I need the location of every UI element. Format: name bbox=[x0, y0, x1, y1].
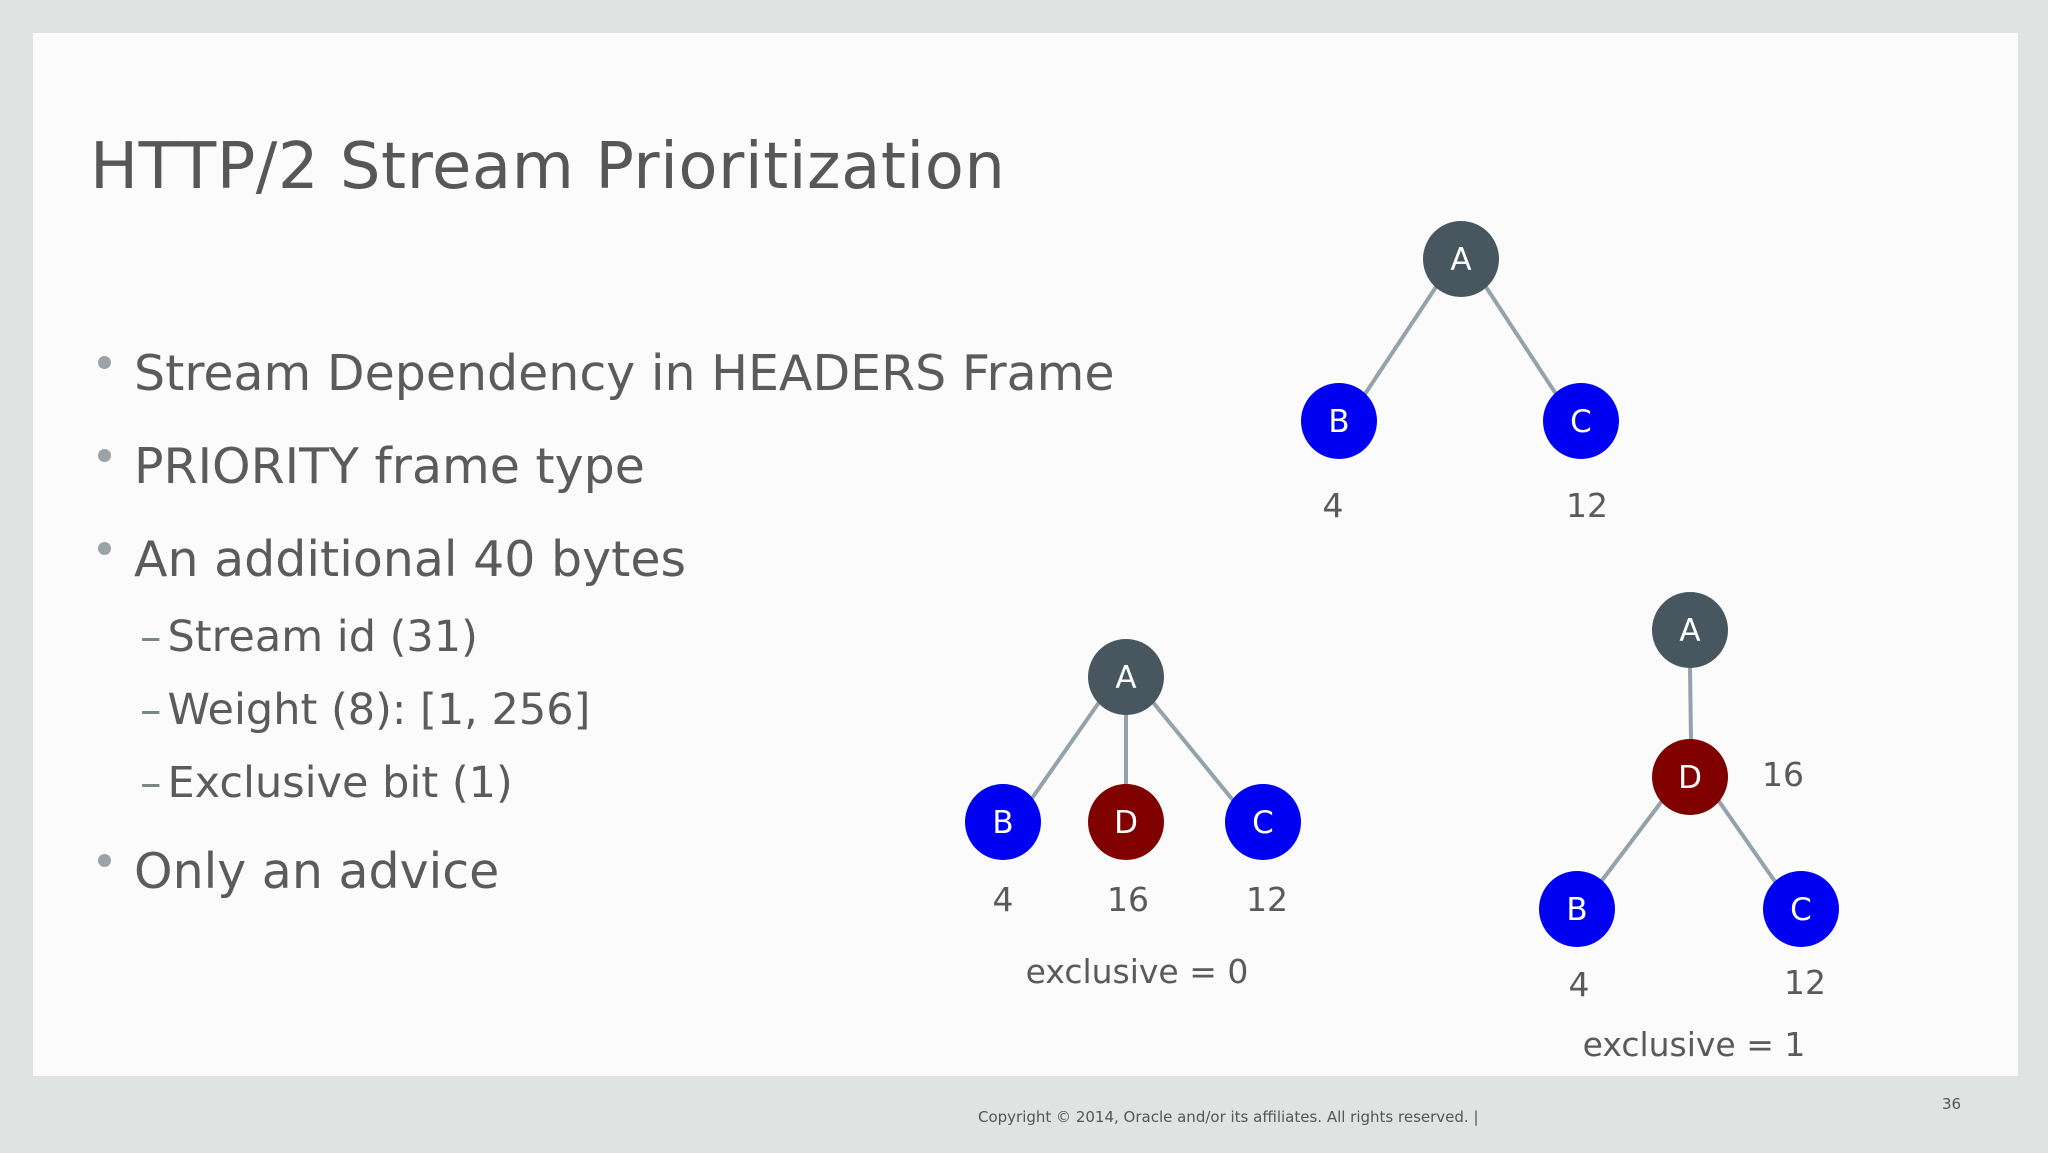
weight-c: 12 bbox=[1246, 880, 1288, 919]
weight-b: 4 bbox=[1323, 486, 1344, 525]
edge-a-c bbox=[1150, 699, 1238, 806]
bullet-text: PRIORITY frame type bbox=[134, 438, 645, 495]
node-a bbox=[1423, 221, 1499, 297]
edge-d-b bbox=[1598, 795, 1667, 885]
tree-top: A B C 4 12 bbox=[1301, 221, 1619, 525]
tree-exclusive-0: A B D C 4 16 12 exclusive = 0 bbox=[965, 639, 1301, 991]
node-a bbox=[1088, 639, 1164, 715]
tree-exclusive-1: A D B C 16 4 12 exclusive = 1 bbox=[1539, 592, 1839, 1064]
node-d-label: D bbox=[1678, 760, 1702, 796]
bullet-item: Only an advice bbox=[98, 843, 499, 900]
weight-c: 12 bbox=[1784, 963, 1826, 1002]
weight-b: 4 bbox=[993, 880, 1014, 919]
node-b bbox=[1301, 383, 1377, 459]
sub-bullet-item: – Stream id (31) bbox=[140, 612, 478, 662]
node-d-label: D bbox=[1114, 805, 1138, 841]
slide bbox=[33, 33, 2018, 1076]
node-d bbox=[1088, 784, 1164, 860]
bullet-dot bbox=[98, 854, 111, 867]
node-c bbox=[1763, 871, 1839, 947]
bullet-text: An additional 40 bytes bbox=[134, 531, 686, 588]
node-b bbox=[965, 784, 1041, 860]
sub-bullet-text: Stream id (31) bbox=[167, 612, 478, 662]
bullet-item: PRIORITY frame type bbox=[98, 438, 645, 495]
node-c bbox=[1543, 383, 1619, 459]
node-b bbox=[1539, 871, 1615, 947]
node-c bbox=[1225, 784, 1301, 860]
node-c-label: C bbox=[1252, 805, 1274, 841]
weight-b: 4 bbox=[1569, 965, 1590, 1004]
weight-d: 16 bbox=[1107, 880, 1149, 919]
node-b-label: B bbox=[992, 805, 1013, 841]
dash-marker: – bbox=[140, 758, 162, 808]
node-a-label: A bbox=[1115, 660, 1136, 696]
sub-bullet-item: – Weight (8): [1, 256] bbox=[140, 685, 590, 735]
sub-bullet-text: Exclusive bit (1) bbox=[167, 758, 513, 808]
sub-bullet-item: – Exclusive bit (1) bbox=[140, 758, 513, 808]
edge-d-c bbox=[1714, 795, 1778, 885]
dash-marker: – bbox=[140, 612, 162, 662]
bullet-item: An additional 40 bytes bbox=[98, 531, 686, 588]
node-a-label: A bbox=[1679, 613, 1700, 649]
node-a bbox=[1652, 592, 1728, 668]
copyright-footer: Copyright © 2014, Oracle and/or its affi… bbox=[978, 1108, 1479, 1126]
node-b-label: B bbox=[1566, 892, 1587, 928]
node-c-label: C bbox=[1790, 892, 1812, 928]
node-a-label: A bbox=[1450, 242, 1471, 278]
edge-a-d bbox=[1688, 667, 1693, 741]
bullet-text: Stream Dependency in HEADERS Frame bbox=[134, 345, 1115, 402]
page-number: 36 bbox=[1942, 1095, 1962, 1113]
node-d bbox=[1652, 739, 1728, 815]
node-c-label: C bbox=[1570, 404, 1592, 440]
weight-d: 16 bbox=[1762, 755, 1804, 794]
bullet-item: Stream Dependency in HEADERS Frame bbox=[98, 345, 1115, 402]
slide-title: HTTP/2 Stream Prioritization bbox=[90, 130, 1006, 204]
edge-a-b bbox=[1363, 285, 1438, 396]
node-b-label: B bbox=[1328, 404, 1349, 440]
bullet-dot bbox=[98, 356, 111, 369]
dash-marker: – bbox=[140, 685, 162, 735]
edge-a-b bbox=[1026, 699, 1102, 806]
weight-c: 12 bbox=[1566, 486, 1608, 525]
sub-bullet-text: Weight (8): [1, 256] bbox=[167, 685, 591, 735]
bullet-text: Only an advice bbox=[134, 843, 500, 900]
edge-a-c bbox=[1484, 285, 1558, 396]
exclusive-caption: exclusive = 1 bbox=[1583, 1025, 1806, 1064]
exclusive-caption: exclusive = 0 bbox=[1026, 952, 1249, 991]
bullet-dot bbox=[98, 449, 111, 462]
bullet-dot bbox=[98, 542, 111, 555]
